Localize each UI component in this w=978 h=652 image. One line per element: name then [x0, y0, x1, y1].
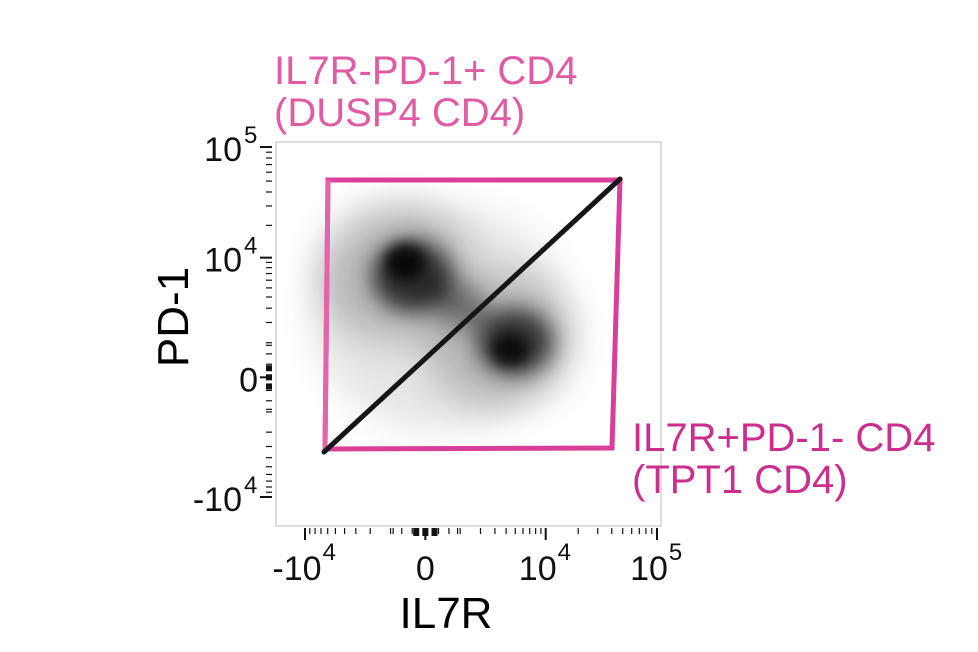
y-tick-label: 0	[239, 361, 258, 399]
x-axis: -10 4 0 10 4 10 5	[272, 528, 682, 588]
y-rug-mark	[266, 374, 272, 381]
gate-divider-line	[321, 176, 623, 455]
y-tick-label: 10	[204, 242, 242, 280]
density-core-upper-left-peak	[385, 244, 425, 280]
density-bridge	[426, 277, 494, 333]
density-cloud	[312, 202, 575, 430]
x-rug-mark	[413, 528, 420, 536]
y-rug-mark	[266, 383, 272, 390]
y-rug-mark	[266, 365, 272, 372]
gate-upper-alias: (DUSP4 CD4)	[274, 91, 526, 135]
y-tick-label: -10	[193, 481, 242, 519]
gate-left-edge-highlight	[322, 179, 331, 450]
y-axis-title: PD-1	[149, 267, 198, 367]
gate-upper-name: IL7R-PD-1+ CD4	[274, 49, 578, 93]
y-tick-label: 10	[204, 131, 242, 169]
gate-lower-name: IL7R+PD-1- CD4	[632, 416, 936, 460]
gate-label-upper-left: IL7R-PD-1+ CD4 (DUSP4 CD4)	[274, 50, 577, 134]
x-rug-mark	[431, 528, 438, 536]
x-tick-label: 10	[630, 550, 668, 588]
x-tick-label: -10	[272, 550, 321, 588]
x-tick-exponent: 4	[558, 539, 571, 566]
x-axis-title: IL7R	[400, 589, 493, 638]
x-tick-label: 0	[416, 550, 435, 588]
y-tick-exponent: 4	[244, 233, 257, 260]
x-rug-mark	[422, 528, 429, 536]
x-tick-label: 10	[519, 550, 557, 588]
y-tick-exponent: 4	[244, 472, 257, 499]
x-tick-exponent: 4	[323, 539, 336, 566]
density-core-lower-right-peak	[492, 334, 528, 366]
x-tick-exponent: 5	[669, 539, 682, 566]
gate-lower-alias: (TPT1 CD4)	[632, 458, 848, 502]
gate-label-lower-right: IL7R+PD-1- CD4 (TPT1 CD4)	[632, 417, 935, 501]
y-tick-exponent: 5	[244, 122, 257, 149]
